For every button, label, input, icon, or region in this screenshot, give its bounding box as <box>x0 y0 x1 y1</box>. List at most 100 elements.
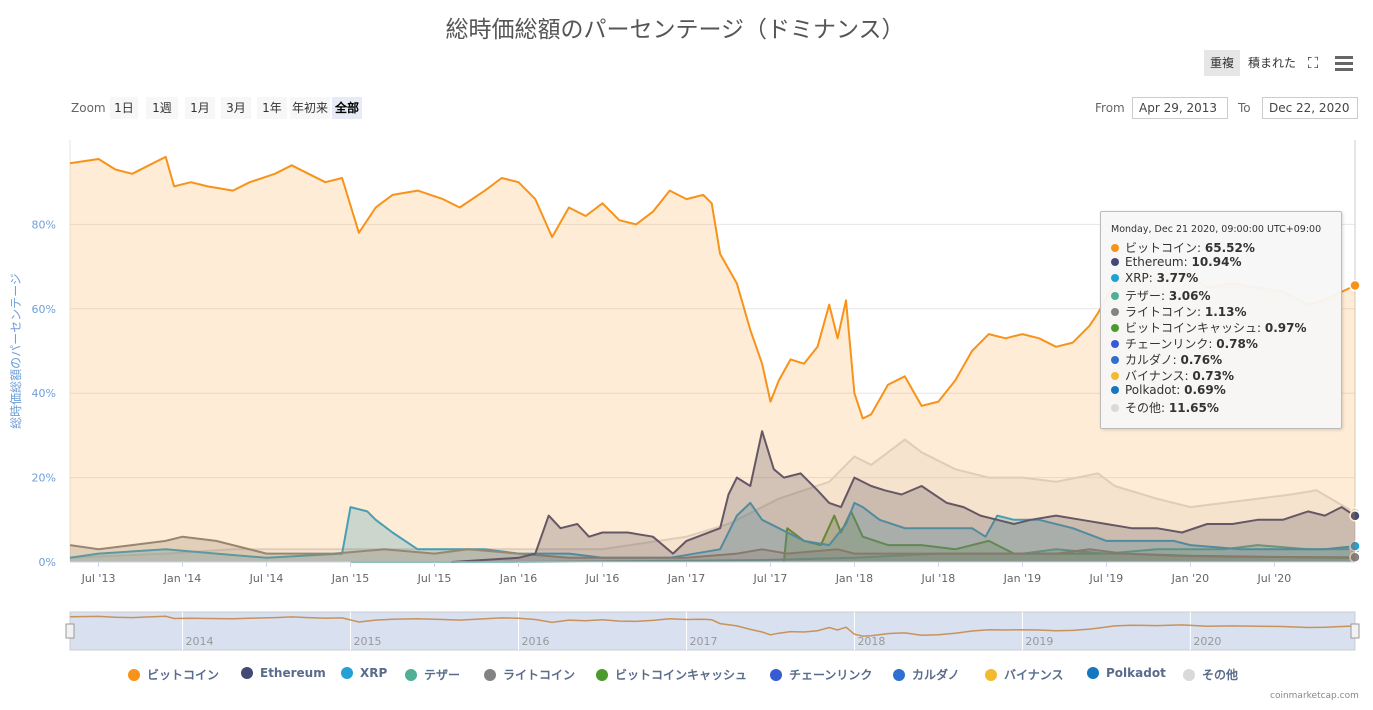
series-end-marker <box>1349 540 1361 552</box>
legend-item[interactable]: その他 <box>1183 666 1238 683</box>
x-tick-label: Jul '18 <box>921 572 956 585</box>
from-date-input[interactable]: Apr 29, 2013 <box>1132 97 1228 119</box>
tooltip-row: XRP: 3.77% <box>1111 271 1198 285</box>
y-tick-label: 40% <box>32 387 56 400</box>
y-tick-label: 0% <box>39 556 56 569</box>
zoom-1y-button[interactable]: 1年 <box>257 97 287 119</box>
tooltip-separator: : <box>1172 353 1181 367</box>
tooltip-dot-icon <box>1111 404 1119 412</box>
tooltip-row: ビットコインキャッシュ: 0.97% <box>1111 319 1307 336</box>
legend-item[interactable]: テザー <box>405 666 460 683</box>
navigator-handle[interactable] <box>1350 623 1360 639</box>
navigator-mask[interactable] <box>69 611 1356 651</box>
x-tick-label: Jan '20 <box>1171 572 1209 585</box>
navigator-year-label: 2020 <box>1193 635 1221 648</box>
legend-item[interactable]: XRP <box>341 666 387 680</box>
tooltip-series-name: ライトコイン <box>1125 305 1198 319</box>
zoom-3m-button[interactable]: 3月 <box>221 97 251 119</box>
tooltip-series-name: ビットコイン <box>1125 241 1198 255</box>
y-tick-label: 20% <box>32 472 56 485</box>
legend-item[interactable]: カルダノ <box>893 666 960 683</box>
navigator-year-label: 2019 <box>1025 635 1053 648</box>
legend-dot-icon <box>484 669 496 681</box>
tooltip-row: Ethereum: 10.94% <box>1111 255 1241 269</box>
legend-dot-icon <box>405 669 417 681</box>
series-line[interactable] <box>69 501 1356 559</box>
from-label: From <box>1095 101 1125 115</box>
tooltip-row: Polkadot: 0.69% <box>1111 383 1226 397</box>
legend-item[interactable]: バイナンス <box>985 666 1064 683</box>
tooltip-dot-icon <box>1111 258 1119 266</box>
tooltip-row: カルダノ: 0.76% <box>1111 351 1222 368</box>
tooltip-series-name: ビットコインキャッシュ <box>1125 321 1258 335</box>
zoom-1w-button[interactable]: 1週 <box>146 97 178 119</box>
legend: ビットコイン Ethereum XRP テザー ライトコイン ビットコインキャッシュ チェー… <box>0 666 1373 684</box>
series-line[interactable] <box>350 544 1356 563</box>
x-tick-label: Jan '19 <box>1003 572 1041 585</box>
legend-item[interactable]: ビットコインキャッシュ <box>596 666 747 683</box>
series-line[interactable] <box>69 438 1356 559</box>
legend-label: カルダノ <box>912 668 960 682</box>
legend-label: ビットコイン <box>147 668 220 682</box>
legend-item[interactable]: チェーンリンク <box>770 666 872 683</box>
y-tick-label: 60% <box>32 303 56 316</box>
hamburger-icon[interactable] <box>1332 50 1356 76</box>
navigator-year-label: 2016 <box>521 635 549 648</box>
navigator-series <box>69 615 1356 637</box>
x-tick-label: Jul '16 <box>585 572 620 585</box>
legend-item[interactable]: Polkadot <box>1087 666 1166 680</box>
tooltip-separator: : <box>1257 321 1265 335</box>
x-tick-label: Jan '18 <box>835 572 873 585</box>
navigator-handle[interactable] <box>65 623 75 639</box>
fullscreen-icon[interactable]: ⛶ <box>1307 54 1319 72</box>
zoom-all-button[interactable]: 全部 <box>332 97 362 119</box>
legend-dot-icon <box>770 669 782 681</box>
legend-item[interactable]: Ethereum <box>241 666 326 680</box>
x-tick-label: Jan '14 <box>163 572 201 585</box>
tooltip-row: ライトコイン: 1.13% <box>1111 303 1247 320</box>
series-line[interactable] <box>451 430 1356 563</box>
x-tick-label: Jul '20 <box>1256 572 1291 585</box>
navigator-year-label: 2018 <box>857 635 885 648</box>
legend-item[interactable]: ビットコイン <box>128 666 219 683</box>
tooltip-dot-icon <box>1111 340 1119 348</box>
legend-dot-icon <box>241 667 253 679</box>
zoom-ytd-button[interactable]: 年初来 <box>290 97 330 119</box>
tooltip-dot-icon <box>1111 386 1119 394</box>
zoom-1m-button[interactable]: 1月 <box>185 97 215 119</box>
tooltip-header: Monday, Dec 21 2020, 09:00:00 UTC+09:00 <box>1111 224 1322 235</box>
navigator-year-label: 2014 <box>186 635 214 648</box>
series-area <box>70 536 1355 562</box>
legend-label: XRP <box>360 666 388 680</box>
x-tick-label: Jul '14 <box>249 572 284 585</box>
tooltip-dot-icon <box>1111 244 1119 252</box>
tooltip-separator: : <box>1208 337 1217 351</box>
tooltip-series-value: 0.73% <box>1192 369 1235 383</box>
tooltip-series-value: 3.06% <box>1168 289 1211 303</box>
tooltip-series-value: 0.78% <box>1216 337 1258 351</box>
tooltip-row: その他: 11.65% <box>1111 399 1219 416</box>
to-date-input[interactable]: Dec 22, 2020 <box>1262 97 1358 119</box>
x-tick-label: Jul '15 <box>417 572 452 585</box>
series-area <box>350 545 1355 562</box>
legend-item[interactable]: ライトコイン <box>484 666 575 683</box>
tooltip-dot-icon <box>1111 292 1119 300</box>
series-line[interactable] <box>69 535 1356 559</box>
tooltip-row: チェーンリンク: 0.78% <box>1111 335 1258 352</box>
tooltip-series-value: 10.94% <box>1191 255 1242 269</box>
zoom-1d-button[interactable]: 1日 <box>110 97 138 119</box>
overlap-mode-button[interactable]: 重複 <box>1204 50 1241 76</box>
legend-dot-icon <box>341 667 353 679</box>
navigator-year-label: 2015 <box>354 635 382 648</box>
credits-link[interactable]: coinmarketcap.com <box>1270 691 1359 701</box>
tooltip-series-value: 11.65% <box>1168 401 1219 415</box>
stacked-mode-button[interactable]: 積まれた <box>1248 56 1297 70</box>
tooltip-series-value: 0.69% <box>1184 383 1226 397</box>
x-tick-label: Jul '19 <box>1089 572 1124 585</box>
x-tick-label: Jan '16 <box>499 572 537 585</box>
tooltip-separator: : <box>1197 305 1205 319</box>
tooltip: Monday, Dec 21 2020, 09:00:00 UTC+09:00 … <box>1100 211 1342 429</box>
series-line[interactable] <box>69 155 1356 420</box>
legend-label: Polkadot <box>1106 666 1166 680</box>
